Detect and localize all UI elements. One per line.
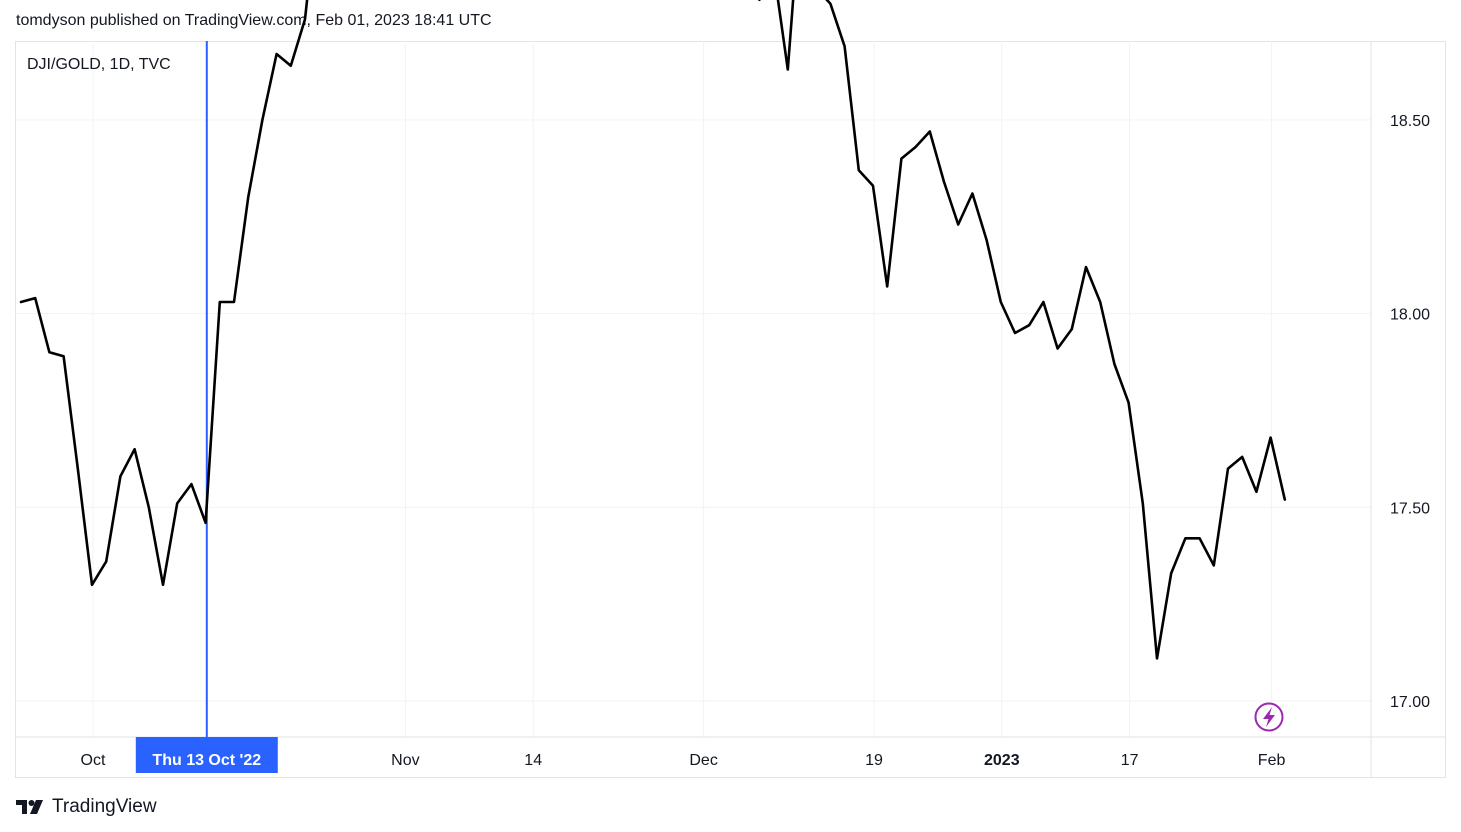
data-point: [289, 64, 292, 67]
data-point: [190, 483, 193, 486]
data-point: [1056, 347, 1059, 350]
data-point: [1042, 301, 1045, 304]
data-point: [1269, 436, 1272, 439]
data-point: [147, 506, 150, 509]
data-point: [1198, 537, 1201, 540]
x-tick-label: 2023: [984, 752, 1020, 769]
data-point: [1241, 455, 1244, 458]
data-point: [1127, 401, 1130, 404]
y-tick-label: 18.00: [1390, 307, 1430, 324]
data-point: [304, 18, 307, 21]
data-point: [928, 130, 931, 133]
publish-header: tomdyson published on TradingView.com, F…: [16, 12, 492, 29]
data-point: [1070, 328, 1073, 331]
data-point: [1085, 266, 1088, 269]
data-point: [176, 502, 179, 505]
data-point: [218, 301, 221, 304]
data-point: [999, 301, 1002, 304]
data-point: [872, 184, 875, 187]
data-point: [76, 467, 79, 470]
x-tick-label: 19: [865, 752, 883, 769]
data-point: [1141, 502, 1144, 505]
grid-lines: [15, 41, 1371, 737]
series-line: [19, 0, 1287, 660]
data-point: [914, 146, 917, 149]
tradingview-logo-icon: [16, 800, 43, 814]
brand-footer: TradingView: [16, 796, 157, 818]
x-axis-labels: Oct Nov 14 Dec 19 2023 17 Feb: [81, 752, 1286, 769]
x-tick-label: Dec: [689, 752, 717, 769]
data-point: [1156, 657, 1159, 660]
data-point: [829, 2, 832, 5]
data-point: [34, 297, 37, 300]
data-point: [275, 53, 278, 56]
data-point: [1184, 537, 1187, 540]
data-point: [1099, 301, 1102, 304]
data-point: [20, 301, 23, 304]
data-point: [843, 45, 846, 48]
x-tick-label: 17: [1121, 752, 1139, 769]
data-point: [1014, 332, 1017, 335]
crosshair: Thu 13 Oct '22: [135, 41, 278, 773]
x-tick-label: Oct: [81, 752, 106, 769]
data-point: [943, 180, 946, 183]
data-point: [857, 169, 860, 172]
chart-frame[interactable]: [15, 41, 1446, 778]
data-point: [91, 583, 94, 586]
data-point: [133, 448, 136, 451]
x-tick-label: 14: [524, 752, 542, 769]
data-point: [900, 157, 903, 160]
symbol-label: DJI/GOLD, 1D, TVC: [27, 56, 171, 73]
x-tick-label: Feb: [1258, 752, 1286, 769]
data-point: [1170, 572, 1173, 575]
data-point: [1028, 324, 1031, 327]
data-point: [162, 583, 165, 586]
y-tick-label: 17.50: [1390, 500, 1430, 517]
brand-name: TradingView: [52, 796, 157, 817]
crosshair-date-badge: [135, 737, 278, 773]
y-tick-label: 17.00: [1390, 694, 1430, 711]
data-point: [1227, 467, 1230, 470]
data-point: [247, 196, 250, 199]
data-point: [1212, 564, 1215, 567]
data-point: [985, 239, 988, 242]
data-point: [786, 68, 789, 71]
data-point: [957, 223, 960, 226]
data-point: [233, 301, 236, 304]
x-tick-label: Nov: [391, 752, 419, 769]
data-point: [204, 521, 207, 524]
data-point: [886, 285, 889, 288]
crosshair-date-label: Thu 13 Oct '22: [152, 752, 261, 769]
lightning-icon[interactable]: [1254, 702, 1284, 732]
series-points: [20, 0, 1287, 660]
data-point: [1255, 490, 1258, 493]
data-point: [261, 118, 264, 121]
data-point: [119, 475, 122, 478]
data-point: [1113, 363, 1116, 366]
data-point: [48, 351, 51, 354]
data-point: [971, 192, 974, 195]
data-point: [62, 355, 65, 358]
y-tick-label: 18.50: [1390, 113, 1430, 130]
data-point: [105, 560, 108, 563]
data-point: [1283, 498, 1286, 501]
data-point: [758, 0, 761, 1]
